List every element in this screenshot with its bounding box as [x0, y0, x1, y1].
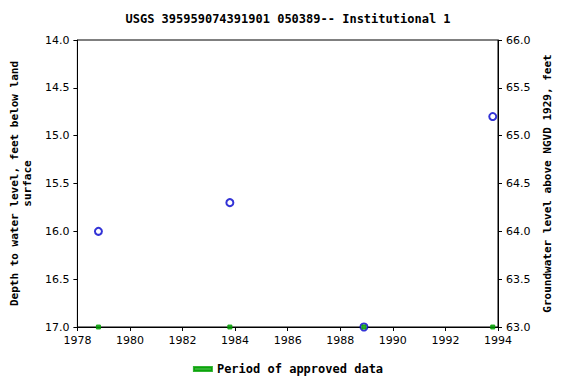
svg-text:65.0: 65.0 — [506, 129, 531, 142]
svg-text:USGS 395959074391901 050389--: USGS 395959074391901 050389-- Institutio… — [125, 12, 450, 26]
svg-text:16.5: 16.5 — [45, 273, 70, 286]
svg-text:14.0: 14.0 — [45, 34, 70, 47]
svg-text:66.0: 66.0 — [506, 34, 531, 47]
svg-text:63.0: 63.0 — [506, 321, 531, 334]
svg-text:1978: 1978 — [63, 334, 91, 347]
svg-text:Period of approved data: Period of approved data — [217, 362, 383, 376]
svg-text:1994: 1994 — [484, 334, 512, 347]
svg-text:1980: 1980 — [116, 334, 144, 347]
svg-text:63.5: 63.5 — [506, 273, 531, 286]
svg-text:1990: 1990 — [379, 334, 407, 347]
svg-text:14.5: 14.5 — [45, 81, 70, 94]
svg-text:1992: 1992 — [431, 334, 459, 347]
svg-text:Depth to water level, feet bel: Depth to water level, feet below land — [8, 61, 21, 306]
svg-text:64.5: 64.5 — [506, 177, 531, 190]
svg-text:15.0: 15.0 — [45, 129, 70, 142]
svg-text:65.5: 65.5 — [506, 81, 531, 94]
svg-text:1986: 1986 — [274, 334, 302, 347]
svg-text:1982: 1982 — [169, 334, 197, 347]
svg-text:17.0: 17.0 — [45, 321, 70, 334]
svg-text:64.0: 64.0 — [506, 225, 531, 238]
svg-text:1988: 1988 — [326, 334, 354, 347]
svg-text:surface: surface — [21, 160, 34, 207]
svg-text:15.5: 15.5 — [45, 177, 70, 190]
svg-text:1984: 1984 — [221, 334, 249, 347]
svg-text:Groundwater level above NGVD 1: Groundwater level above NGVD 1929, feet — [541, 54, 554, 312]
svg-text:16.0: 16.0 — [45, 225, 70, 238]
